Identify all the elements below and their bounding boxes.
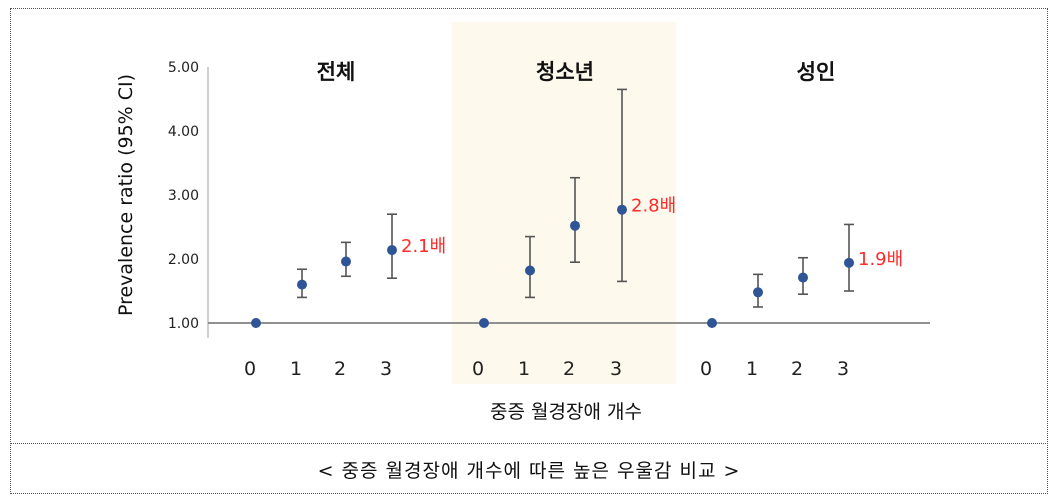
- x-tick-label: 2: [791, 358, 803, 380]
- chart: 1.00 2.00 3.00 4.00 5.00 Prevalence ratio (95…: [115, 22, 930, 423]
- x-tick-label: 3: [837, 358, 849, 380]
- data-point: [798, 272, 808, 283]
- y-tick-label: 2.00: [168, 252, 199, 268]
- data-point: [707, 318, 717, 328]
- data-point: [251, 318, 261, 328]
- x-tick-label: 1: [746, 358, 758, 380]
- y-tick-label: 5.00: [168, 60, 199, 76]
- x-tick-label: 2: [563, 358, 575, 380]
- panel-title: 성인: [797, 60, 836, 84]
- figure-frame: [10, 8, 1048, 494]
- y-axis-label: Prevalence ratio (95% CI): [115, 74, 137, 316]
- ratio-annotation: 2.1배: [401, 236, 446, 257]
- x-tick-label: 3: [610, 358, 622, 380]
- x-tick-label: 0: [700, 358, 712, 380]
- x-tick-label: 3: [380, 358, 392, 380]
- caption-row: < 중증 월경장애 개수에 따른 높은 우울감 비교 >: [10, 443, 1048, 494]
- data-point: [617, 204, 627, 215]
- data-point: [341, 256, 351, 267]
- data-point: [525, 265, 535, 276]
- ratio-annotation: 1.9배: [858, 249, 903, 270]
- ratio-annotation: 2.8배: [631, 196, 676, 217]
- x-tick-label: 0: [244, 358, 256, 380]
- panel-title: 청소년: [536, 60, 594, 84]
- y-tick-label: 1.00: [168, 316, 199, 332]
- data-point: [844, 257, 854, 268]
- data-point: [297, 279, 307, 290]
- x-tick-label: 1: [518, 358, 530, 380]
- caption: < 중증 월경장애 개수에 따른 높은 우울감 비교 >: [317, 459, 741, 482]
- x-tick-label: 2: [334, 358, 346, 380]
- y-tick-label: 3.00: [168, 188, 199, 204]
- x-tick-label: 0: [472, 358, 484, 380]
- x-axis-label: 중증 월경장애 개수: [490, 401, 642, 423]
- y-tick-label: 4.00: [168, 124, 199, 140]
- data-point: [479, 318, 489, 328]
- x-tick-label: 1: [290, 358, 302, 380]
- panel-title: 전체: [317, 60, 356, 84]
- data-point: [570, 220, 580, 231]
- data-point: [753, 287, 763, 298]
- data-point: [387, 245, 397, 256]
